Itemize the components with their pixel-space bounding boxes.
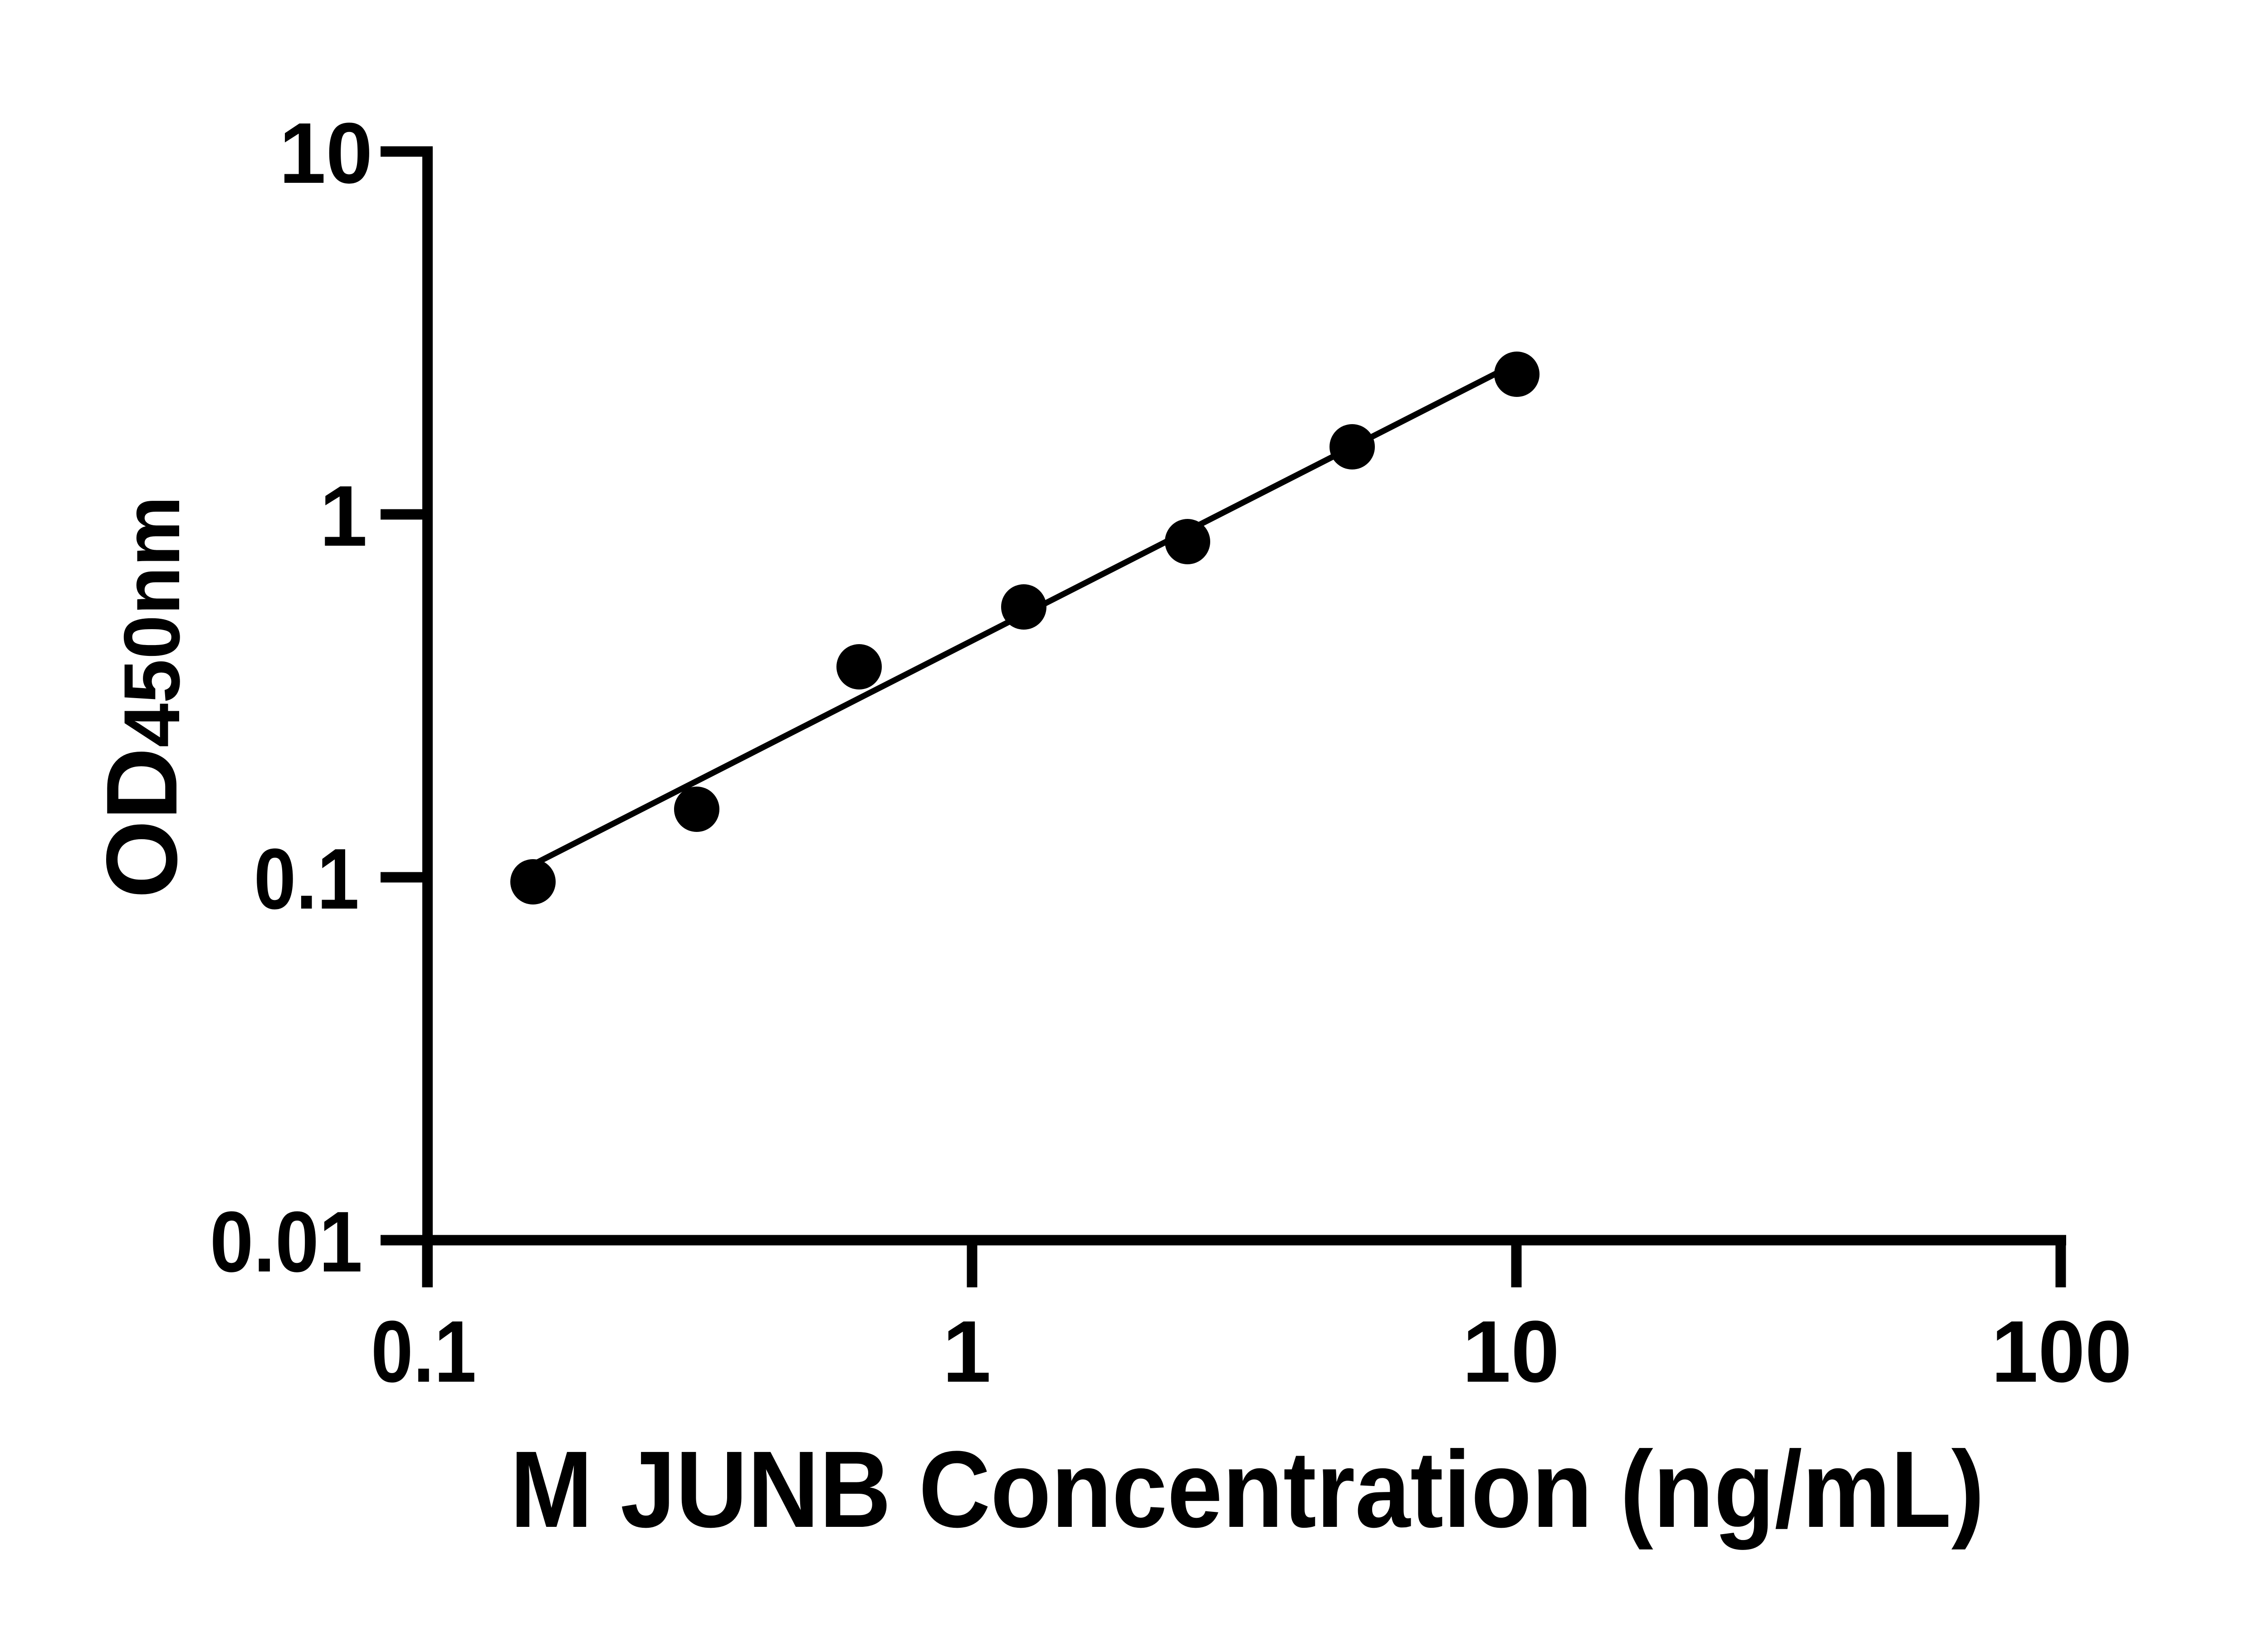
svg-text:0.1: 0.1 bbox=[254, 831, 359, 927]
svg-text:0.1: 0.1 bbox=[371, 1302, 476, 1400]
svg-text:10: 10 bbox=[1462, 1302, 1560, 1400]
svg-text:M JUNB Concentration (ng/mL): M JUNB Concentration (ng/mL) bbox=[510, 1428, 1984, 1550]
svg-text:1: 1 bbox=[319, 468, 367, 564]
svg-text:10: 10 bbox=[279, 105, 372, 201]
svg-text:1: 1 bbox=[943, 1302, 991, 1400]
svg-text:0.01: 0.01 bbox=[210, 1194, 363, 1290]
svg-text:100: 100 bbox=[1991, 1302, 2132, 1400]
